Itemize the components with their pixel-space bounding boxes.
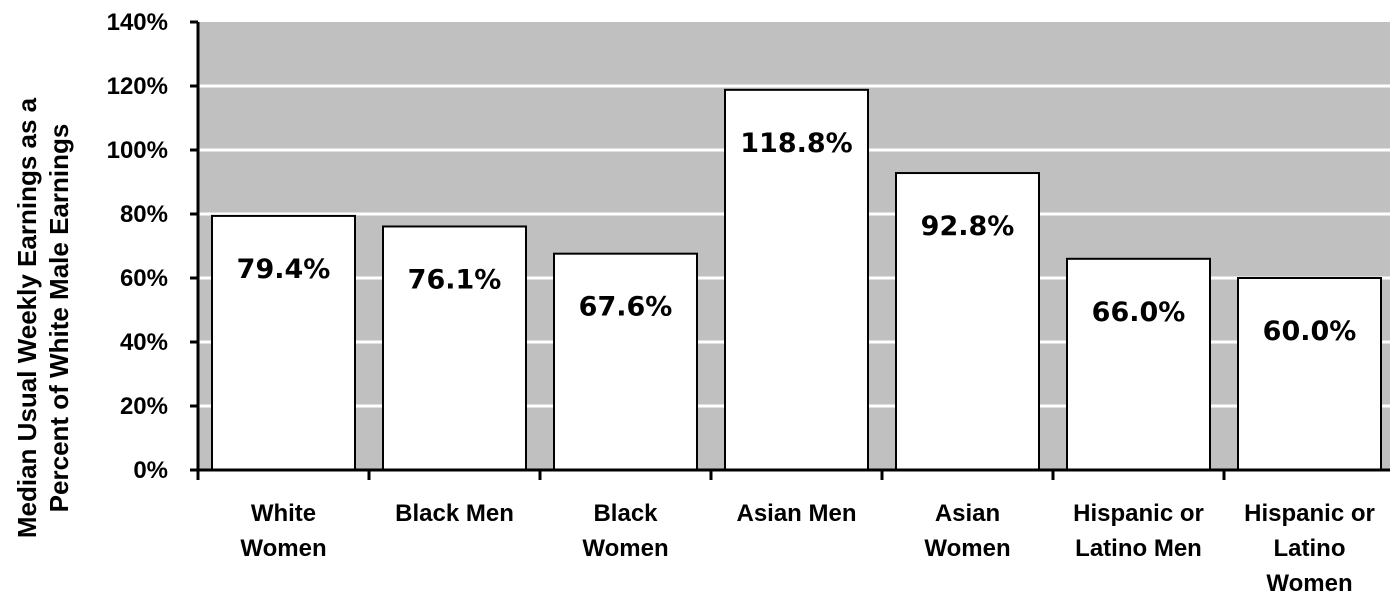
data-label: 67.6% bbox=[579, 292, 673, 323]
y-tick-label: 140% bbox=[107, 9, 168, 36]
category-label-line: Latino bbox=[1274, 535, 1346, 562]
category-label-line: Women bbox=[240, 535, 326, 562]
data-label: 79.4% bbox=[237, 254, 331, 285]
category-label: Asian Men bbox=[736, 500, 856, 527]
category-label-line: Hispanic or bbox=[1073, 500, 1204, 527]
bars bbox=[211, 88, 1382, 471]
category-label: White Women bbox=[240, 500, 326, 562]
category-label: Asian Women bbox=[924, 500, 1010, 562]
bar bbox=[1237, 277, 1382, 471]
category-label-line: Latino Men bbox=[1075, 535, 1202, 562]
category-label: Hispanic or Latino Women bbox=[1244, 500, 1375, 591]
category-label-line: Asian Men bbox=[736, 500, 856, 527]
category-label-line: White bbox=[251, 500, 316, 527]
y-axis-title-line: Percent of White Male Earnings bbox=[44, 124, 74, 513]
y-axis-title: Median Usual Weekly Earnings as aPercent… bbox=[12, 97, 74, 538]
data-label: 60.0% bbox=[1263, 316, 1357, 347]
y-ticks: 0% 20% 40% 60% 80% 100% 120% 140% bbox=[107, 9, 198, 484]
y-axis-title-line: Median Usual Weekly Earnings as a bbox=[12, 97, 42, 538]
category-label-line: Black Men bbox=[395, 500, 514, 527]
category-label: Hispanic or Latino Men bbox=[1073, 500, 1204, 562]
data-labels: 79.4% 76.1% 67.6% 118.8% 92.8% 66.0% 60.0% bbox=[237, 128, 1357, 347]
y-tick-label: 40% bbox=[120, 329, 168, 356]
category-label-line: Hispanic or bbox=[1244, 500, 1375, 527]
bar bbox=[1066, 257, 1211, 471]
bar bbox=[553, 252, 698, 471]
data-label: 92.8% bbox=[921, 211, 1015, 242]
x-ticks bbox=[196, 470, 1226, 480]
y-tick-label: 0% bbox=[133, 457, 168, 484]
y-tick-label: 60% bbox=[120, 265, 168, 292]
category-label-line: Black bbox=[593, 500, 658, 527]
category-label-line: Asian bbox=[935, 500, 1000, 527]
bar bbox=[382, 225, 527, 471]
category-label: Black Men bbox=[395, 500, 514, 527]
bar bbox=[211, 214, 356, 471]
category-labels: White Women Black Men Black Women Asian Men As… bbox=[240, 500, 1374, 591]
y-tick-label: 120% bbox=[107, 73, 168, 100]
data-label: 76.1% bbox=[408, 264, 502, 295]
y-tick-label: 20% bbox=[120, 393, 168, 420]
data-label: 118.8% bbox=[740, 128, 852, 159]
category-label-line: Women bbox=[1266, 570, 1352, 591]
data-label: 66.0% bbox=[1092, 297, 1186, 328]
category-label-line: Women bbox=[924, 535, 1010, 562]
y-tick-label: 100% bbox=[107, 137, 168, 164]
y-tick-label: 80% bbox=[120, 201, 168, 228]
category-label-line: Women bbox=[582, 535, 668, 562]
category-label: Black Women bbox=[582, 500, 668, 562]
